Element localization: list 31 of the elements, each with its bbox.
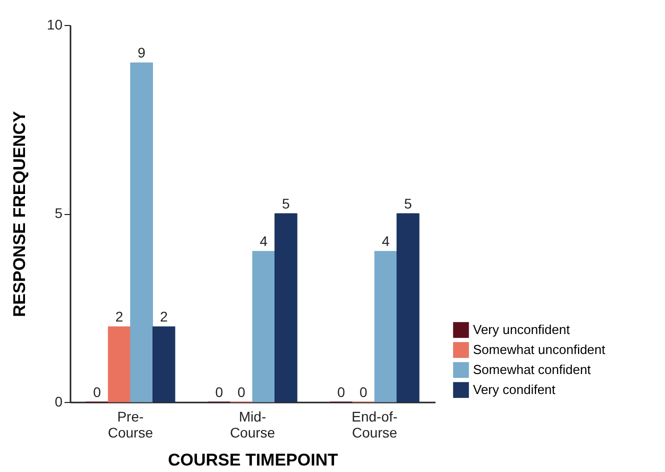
bar <box>374 250 398 402</box>
x-axis-title: COURSE TIMEPOINT <box>168 450 339 470</box>
data-label: 4 <box>382 233 390 250</box>
legend-label: Somewhat unconfident <box>473 342 606 357</box>
bar <box>252 250 276 402</box>
legend-label: Very unconfident <box>473 322 570 337</box>
data-label: 0 <box>215 384 224 400</box>
x-tick-label: End-of-Course <box>352 408 398 440</box>
y-axis-title: RESPONSE FREQUENCY <box>10 110 29 317</box>
y-tick-label: 0 <box>54 394 63 410</box>
data-label: 0 <box>93 384 102 400</box>
x-tick-label: Mid-Course <box>230 408 276 440</box>
y-tick-label: 10 <box>46 16 63 32</box>
y-tick-label: 5 <box>54 205 63 221</box>
bar <box>130 62 153 402</box>
data-label: 0 <box>237 384 246 400</box>
data-label: 9 <box>138 44 146 61</box>
data-label: 5 <box>404 196 412 212</box>
data-label: 0 <box>360 384 368 400</box>
data-label: 5 <box>282 196 290 212</box>
data-label: 2 <box>115 308 124 325</box>
legend-label: Somewhat confident <box>473 362 592 377</box>
data-label: 4 <box>260 233 268 250</box>
data-label: 0 <box>337 384 346 400</box>
bar <box>108 326 131 402</box>
data-label: 2 <box>160 308 168 325</box>
bar <box>396 213 420 402</box>
bar <box>152 326 176 402</box>
bar <box>274 213 298 402</box>
legend-label: Very condifent <box>473 382 556 397</box>
x-tick-label: Pre-Course <box>108 408 154 440</box>
